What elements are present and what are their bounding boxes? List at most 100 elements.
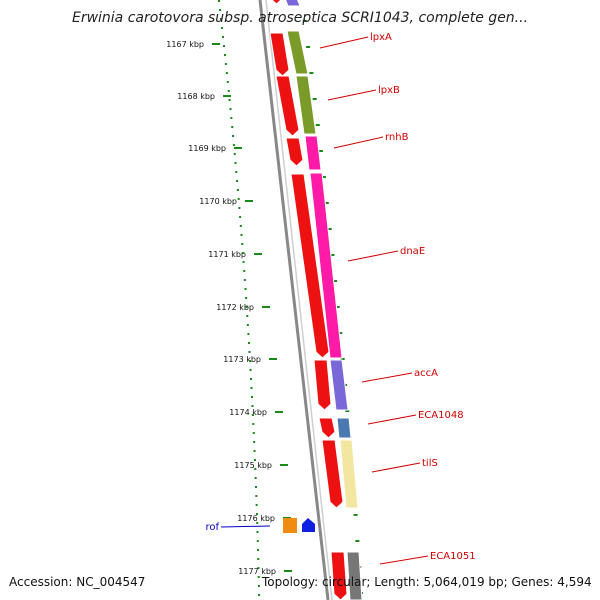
ruler-dot bbox=[225, 72, 228, 74]
gene-label-acca: accA bbox=[414, 368, 438, 379]
ruler-tick-label: 1170 kbp bbox=[199, 197, 237, 206]
gene-label-leader bbox=[319, 36, 369, 49]
gene-label-leader bbox=[371, 462, 421, 473]
ruler-dot bbox=[232, 135, 235, 137]
gene-label-rnhb: rnhB bbox=[385, 132, 409, 143]
ruler-dot bbox=[252, 432, 255, 434]
ruler-dot bbox=[256, 522, 259, 524]
ruler-dot bbox=[318, 150, 323, 152]
cog-feature bbox=[309, 172, 343, 359]
ruler-dot bbox=[312, 98, 317, 100]
ruler-dot bbox=[240, 234, 243, 236]
ruler-tick-label: 1167 kbp bbox=[166, 40, 204, 49]
ruler-dot bbox=[306, 46, 311, 48]
ruler-dot bbox=[222, 36, 225, 38]
accession-text: Accession: NC_004547 bbox=[9, 575, 146, 589]
ruler-dot bbox=[243, 270, 246, 272]
ruler-dot bbox=[254, 486, 257, 488]
cds-arrow bbox=[285, 137, 304, 167]
ruler-tick-label: 1177 kbp bbox=[238, 567, 276, 576]
ruler-dot bbox=[235, 171, 238, 173]
ruler-dot bbox=[227, 90, 230, 92]
ruler-dot bbox=[255, 513, 258, 515]
cog-feature bbox=[285, 0, 301, 7]
ruler-dot bbox=[256, 531, 259, 533]
ruler-dot bbox=[223, 54, 226, 56]
ruler-dot bbox=[218, 0, 220, 2]
gene-label-leader bbox=[361, 372, 413, 383]
ruler-dot bbox=[254, 477, 257, 479]
ruler-dot bbox=[258, 594, 261, 596]
ruler-dot bbox=[239, 225, 242, 227]
cog-feature bbox=[295, 75, 317, 135]
backbone-line bbox=[258, 0, 330, 600]
ruler-dot bbox=[253, 450, 256, 452]
ruler-dot bbox=[246, 315, 249, 317]
gene-labels: lpxA lpxB rnhB dnaE accA ECA1048 tilS rof ECA105… bbox=[205, 32, 476, 565]
ruler-tick-label: 1169 kbp bbox=[188, 144, 226, 153]
gene-label-tils: tilS bbox=[422, 458, 438, 469]
ruler-dot bbox=[246, 324, 249, 326]
ruler-dot bbox=[250, 378, 253, 380]
ruler-dot bbox=[236, 189, 239, 191]
ruler-dot bbox=[229, 108, 232, 110]
gene-label-leader bbox=[220, 525, 271, 528]
gene-label-leader bbox=[347, 250, 399, 262]
gene-label-leader bbox=[327, 89, 377, 101]
ruler-dot bbox=[309, 72, 314, 74]
ruler-dot bbox=[236, 180, 239, 182]
ruler-dot bbox=[219, 9, 222, 11]
ruler-dot bbox=[255, 495, 258, 497]
cds-arrow bbox=[271, 0, 282, 5]
rof-feature bbox=[302, 518, 315, 532]
gene-label-eca1048: ECA1048 bbox=[418, 410, 464, 421]
ruler-dot bbox=[239, 216, 242, 218]
ruler-dot bbox=[249, 369, 252, 371]
ruler-dot bbox=[224, 63, 227, 65]
ruler-dot bbox=[257, 558, 260, 560]
ruler-dot bbox=[249, 360, 252, 362]
ruler-dot bbox=[234, 162, 237, 164]
gene-label-leader bbox=[333, 136, 384, 149]
ruler-tick-label: 1172 kbp bbox=[216, 303, 254, 312]
ruler-dot bbox=[302, 20, 307, 22]
ruler-dot bbox=[257, 585, 260, 587]
ruler-dot bbox=[242, 261, 245, 263]
gene-label-dnae: dnaE bbox=[400, 246, 425, 257]
ruler-dot bbox=[226, 81, 229, 83]
cog-feature bbox=[329, 359, 349, 411]
cog-feature bbox=[336, 417, 352, 439]
ruler-dot bbox=[245, 297, 248, 299]
cds-arrow bbox=[321, 439, 344, 509]
ruler-dot bbox=[321, 176, 326, 178]
ruler-tick-label: 1174 kbp bbox=[229, 408, 267, 417]
ruler-dot bbox=[231, 126, 234, 128]
ruler-tick-label: 1173 kbp bbox=[223, 355, 261, 364]
ruler-dot bbox=[330, 254, 335, 256]
ruler-dot bbox=[221, 27, 224, 29]
ruler-tick-label: 1171 kbp bbox=[208, 250, 246, 259]
ruler-dot bbox=[223, 45, 226, 47]
ruler-dot bbox=[241, 243, 244, 245]
ruler-dot bbox=[232, 144, 235, 146]
feature-tracks bbox=[258, 0, 363, 600]
cds-arrow bbox=[269, 32, 290, 77]
ruler-dot bbox=[250, 396, 253, 398]
ruler-dot bbox=[220, 18, 223, 20]
cog-feature bbox=[304, 135, 322, 171]
ruler-dot bbox=[230, 117, 233, 119]
genome-summary-text: Topology: circular; Length: 5,064,019 bp… bbox=[262, 575, 592, 589]
ruler-dot bbox=[333, 280, 338, 282]
gene-label-lpxa: lpxA bbox=[370, 32, 392, 43]
ruler-dot bbox=[353, 514, 358, 516]
cds-arrow bbox=[275, 75, 300, 137]
gene-label-rof: rof bbox=[205, 522, 219, 533]
map-title: Erwinia carotovora subsp. atroseptica SC… bbox=[71, 10, 529, 26]
ruler-dot bbox=[340, 358, 345, 360]
cog-feature bbox=[339, 439, 359, 509]
ruler-tick-label: 1175 kbp bbox=[234, 461, 272, 470]
ruler-dot bbox=[255, 504, 258, 506]
ruler-dot bbox=[253, 441, 256, 443]
cds-arrow bbox=[290, 173, 330, 359]
